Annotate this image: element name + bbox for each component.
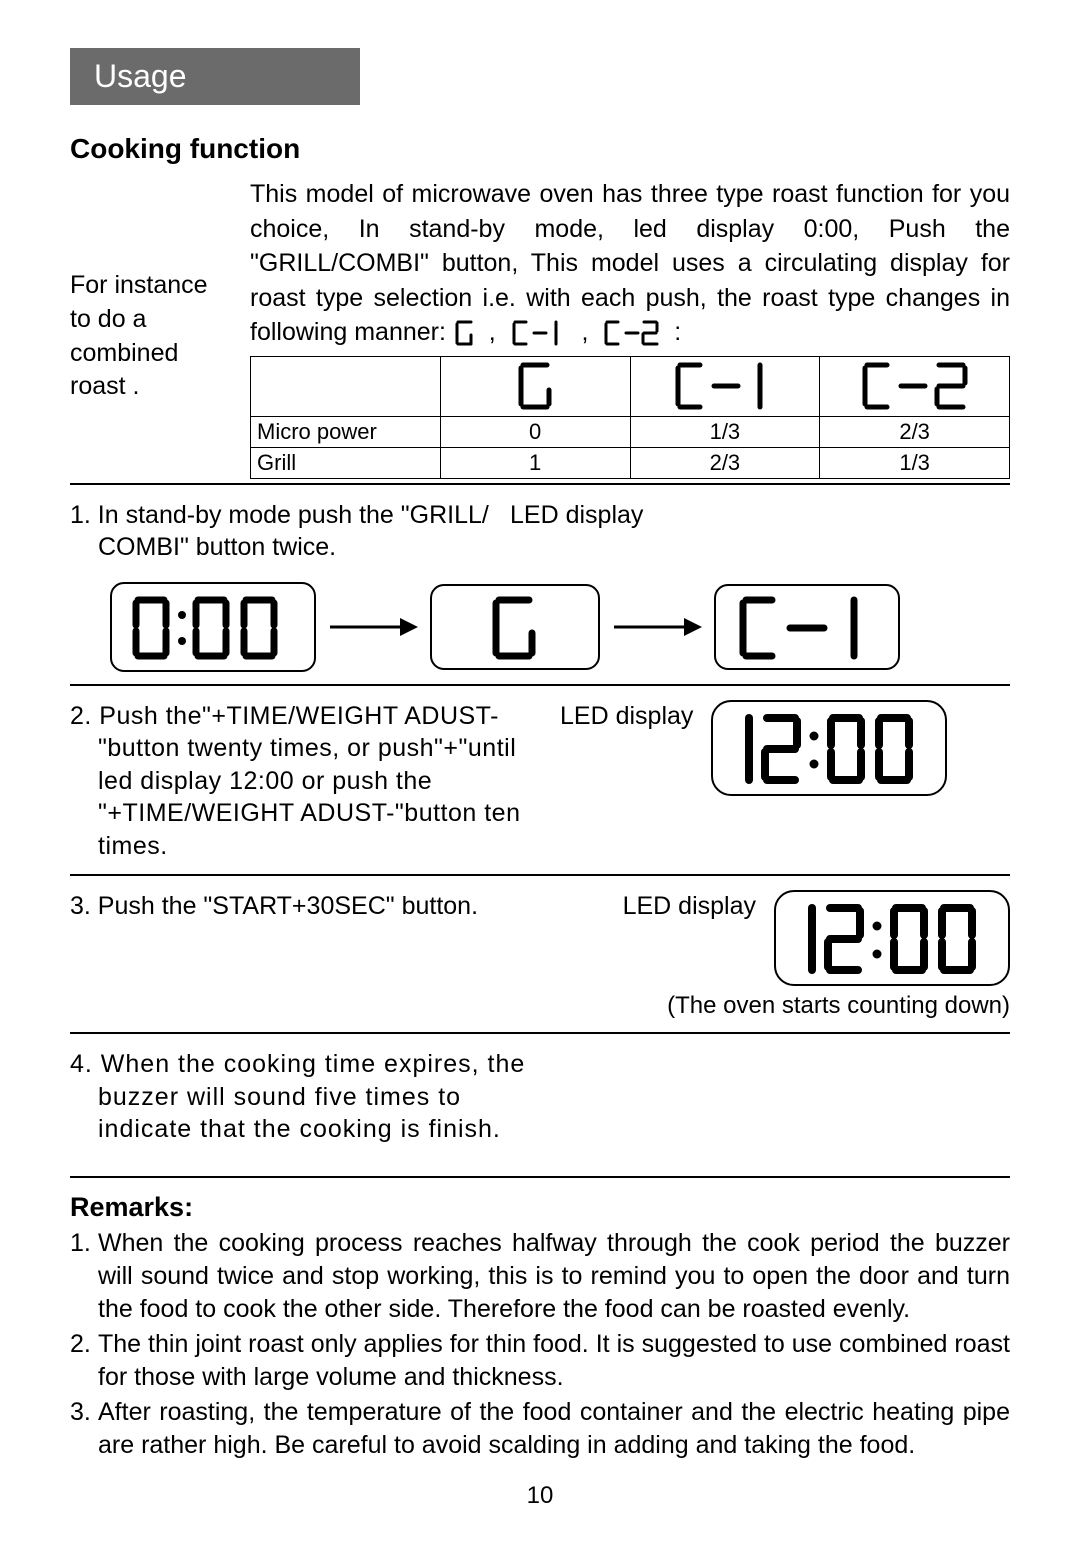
step1-text: 1. In stand-by mode push the "GRILL/ COM…	[70, 499, 490, 564]
remark-text: After roasting, the temperature of the f…	[98, 1396, 1010, 1462]
seg-0-00-icon	[128, 593, 298, 663]
intro-left-text: For instance to do a combined roast .	[70, 177, 230, 404]
table-row: Grill 1 2/3 1/3	[251, 447, 1010, 478]
mode-table: Micro power 0 1/3 2/3 Grill 1 2/3 1/3	[250, 356, 1010, 479]
display-box	[714, 584, 900, 670]
remark-num: 2.	[70, 1328, 98, 1394]
seg-c1-header-icon	[670, 360, 780, 412]
page-number: 10	[70, 1482, 1010, 1510]
step2-text: 2. Push the"+TIME/WEIGHT ADUST-"button t…	[70, 700, 540, 863]
intro-sequence: , , :	[453, 318, 681, 346]
display-box	[430, 584, 600, 670]
table-cell: 1	[440, 447, 630, 478]
table-cell: 1/3	[820, 447, 1010, 478]
usage-tab: Usage	[70, 48, 360, 105]
remark-num: 3.	[70, 1396, 98, 1462]
seg-g-flow-icon	[485, 593, 545, 663]
divider	[70, 874, 1010, 876]
section-title: Cooking function	[70, 133, 1010, 165]
arrow-icon	[328, 612, 418, 642]
table-cell: Grill	[251, 447, 441, 478]
step4-text: 4. When the cooking time expires, the bu…	[70, 1048, 540, 1146]
display-box	[711, 700, 947, 796]
table-cell: 2/3	[630, 447, 820, 478]
seg-c1-flow-icon	[732, 593, 882, 663]
step2-block: 2. Push the"+TIME/WEIGHT ADUST-"button t…	[70, 692, 1010, 869]
remark-item: 3.After roasting, the temperature of the…	[70, 1396, 1010, 1462]
seg-g-icon	[453, 319, 475, 347]
remark-item: 2.The thin joint roast only applies for …	[70, 1328, 1010, 1394]
table-header-row	[251, 356, 1010, 416]
intro-right-text: This model of microwave oven has three t…	[250, 177, 1010, 350]
seg-c2-header-icon	[857, 360, 973, 412]
divider	[70, 1176, 1010, 1178]
remarks-list: 1.When the cooking process reaches halfw…	[70, 1227, 1010, 1462]
led-display-label: LED display	[623, 890, 756, 921]
remarks-title: Remarks:	[70, 1192, 1010, 1223]
led-display-label: LED display	[560, 700, 693, 731]
table-cell: 0	[440, 416, 630, 447]
seg-c2-icon	[602, 319, 660, 347]
remark-num: 1.	[70, 1227, 98, 1326]
arrow-icon	[612, 612, 702, 642]
counting-down-note: (The oven starts counting down)	[667, 992, 1010, 1020]
display-box	[774, 890, 1010, 986]
divider	[70, 483, 1010, 485]
seg-c1-icon	[510, 319, 568, 347]
divider	[70, 684, 1010, 686]
table-cell: 1/3	[630, 416, 820, 447]
table-row: Micro power 0 1/3 2/3	[251, 416, 1010, 447]
step4-block: 4. When the cooking time expires, the bu…	[70, 1040, 1010, 1152]
step3-text: 3. Push the "START+30SEC" button.	[70, 890, 490, 923]
seg-12-00-icon	[792, 900, 992, 978]
intro-row: For instance to do a combined roast . Th…	[70, 177, 1010, 479]
table-cell: Micro power	[251, 416, 441, 447]
seg-g-header-icon	[513, 360, 557, 412]
remark-text: The thin joint roast only applies for th…	[98, 1328, 1010, 1394]
remark-item: 1.When the cooking process reaches halfw…	[70, 1227, 1010, 1326]
display-box	[110, 582, 316, 672]
table-cell: 2/3	[820, 416, 1010, 447]
seg-12-00-icon	[729, 710, 929, 788]
step1-flow	[110, 582, 1010, 672]
divider	[70, 1032, 1010, 1034]
step3-block: 3. Push the "START+30SEC" button. LED di…	[70, 882, 1010, 1026]
step1-block: 1. In stand-by mode push the "GRILL/ COM…	[70, 491, 1010, 570]
remark-text: When the cooking process reaches halfway…	[98, 1227, 1010, 1326]
led-display-label: LED display	[510, 499, 643, 530]
